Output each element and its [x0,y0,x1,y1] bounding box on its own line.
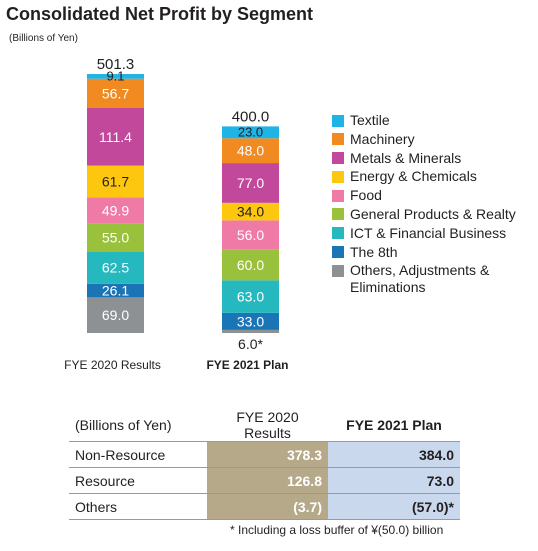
bar-segment-the-8th [222,312,279,330]
page-title: Consolidated Net Profit by Segment [6,4,314,24]
legend-label-textile: Textile [350,112,390,128]
legend-swatch-food [332,189,344,202]
bar-segment-food [87,197,144,224]
legend-label-general-products: General Products & Realty [350,205,516,222]
bar-segment-textile [87,74,144,79]
legend-swatch-textile [332,114,344,127]
category-label: FYE 2020 Results [64,358,161,372]
bar-segment-machinery [87,78,144,109]
legend-item-the-8th: The 8th [332,244,537,263]
legend-item-ict: ICT & Financial Business [332,225,537,244]
table-row: Non-Resource 378.3 384.0 [69,441,460,468]
bar-segment-metals-minerals [222,163,279,203]
bar-segment-energy-chemicals [87,165,144,198]
table-col-fye2021-header: FYE 2021 Plan [328,409,460,442]
legend-label-ict: ICT & Financial Business [350,224,507,241]
legend-label-others: Others, Adjustments & Eliminations [350,262,490,296]
legend-item-general-products: General Products & Realty [332,206,537,225]
data-label: 63.0 [237,289,264,305]
fye2021-value: 384.0 [328,441,460,468]
legend-swatch-ict [332,227,344,240]
table-unit-header: (Billions of Yen) [69,409,207,442]
table-row: Others (3.7) (57.0)* [69,493,460,520]
legend-item-energy: Energy & Chemicals [332,168,537,187]
row-label: Non-Resource [69,441,207,468]
legend-label-the-8th: The 8th [350,243,398,260]
bar-segment-general-products-realty [87,223,144,252]
bar-segment-the-8th [87,283,144,298]
bar-segment-machinery [222,138,279,164]
legend-swatch-energy [332,170,344,183]
row-label: Resource [69,467,207,494]
data-label: 60.0 [237,257,264,273]
bar-segment-others-adjustments-eliminations [87,297,144,333]
legend-swatch-machinery [332,133,344,146]
unit-label: (Billions of Yen) [9,33,78,44]
bar-segment-food [222,220,279,250]
legend-label-machinery: Machinery [350,130,415,147]
data-label: 49.9 [102,202,129,218]
data-label: 23.0 [238,124,263,139]
bar-total-label: 501.3 [97,56,135,73]
data-label: 48.0 [237,143,264,159]
data-label: 34.0 [237,204,264,220]
data-label: 56.7 [102,85,129,101]
bar-segment-energy-chemicals [222,202,279,221]
stacked-bar-chart: 69.0 26.1 62.5 55.0 49.9 61.7 111.4 56.7 9.1501.… [64,56,288,372]
footnote: * Including a loss buffer of ¥(50.0) bil… [230,523,444,537]
fye2020-value: 126.8 [207,467,328,494]
legend-swatch-the-8th [332,246,344,259]
data-label: 6.0* [238,336,263,352]
data-label: 69.0 [102,307,129,323]
data-label: 56.0 [237,227,264,243]
data-label: 77.0 [237,175,264,191]
data-label: 33.0 [237,313,264,329]
legend-item-machinery: Machinery [332,131,537,150]
fye2020-value: (3.7) [207,493,328,520]
table-row: Resource 126.8 73.0 [69,467,460,494]
data-label: 9.1 [106,68,124,83]
legend-swatch-general-products [332,208,344,221]
bar-segment-others-adjustments-eliminations [222,329,279,333]
fye2021-value: (57.0)* [328,493,460,520]
legend: Textile Machinery Metals & Minerals Ener… [332,112,537,296]
legend-swatch-metals [332,152,344,165]
legend-label-food: Food [350,187,382,204]
bar-segment-general-products-realty [222,249,279,281]
table-header-row: (Billions of Yen) FYE 2020 Results FYE 2… [69,409,460,442]
bar-segment-metals-minerals [87,108,144,166]
legend-label-metals: Metals & Minerals [350,149,462,166]
data-label: 61.7 [102,173,129,189]
legend-item-food: Food [332,187,537,206]
fye2020-value: 378.3 [207,441,328,468]
fye2021-value: 73.0 [328,467,460,494]
category-label: FYE 2021 Plan [206,358,288,372]
data-label: 55.0 [102,229,129,245]
bar-total-label: 400.0 [232,108,270,125]
data-label: 62.5 [102,260,129,276]
table-col-fye2020-header: FYE 2020 Results [207,409,328,442]
data-label: 26.1 [102,283,129,299]
legend-item-metals: Metals & Minerals [332,150,537,169]
data-label: 111.4 [99,129,132,145]
segment-summary-table: (Billions of Yen) FYE 2020 Results FYE 2… [69,409,460,520]
row-label: Others [69,493,207,520]
bar-segment-ict-financial-business [87,251,144,284]
bar-segment-ict-financial-business [222,280,279,313]
legend-item-textile: Textile [332,112,537,131]
legend-swatch-others [332,264,344,277]
legend-item-others: Others, Adjustments & Eliminations [332,262,537,296]
bar-segment-textile [222,126,279,139]
legend-label-energy: Energy & Chemicals [350,168,477,185]
